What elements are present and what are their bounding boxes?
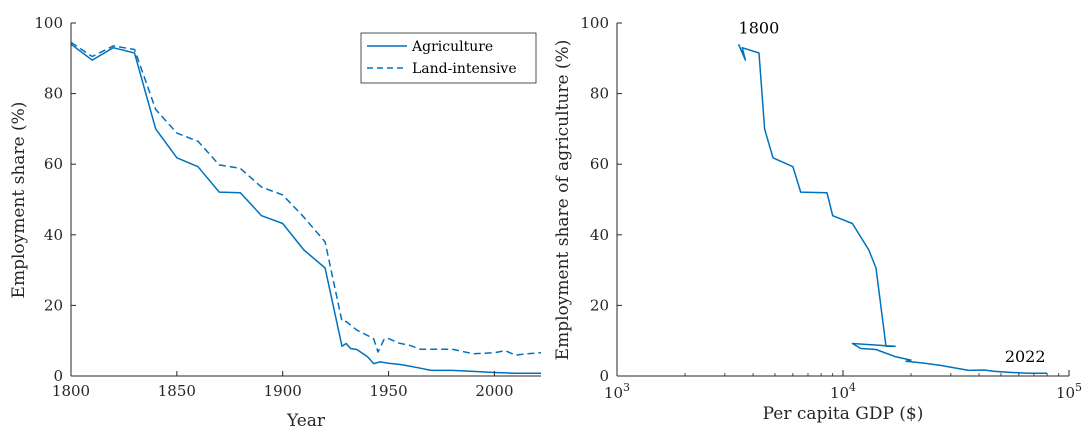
left-x-tick-label: 1800 [52,382,90,400]
annotation-year-2022: 2022 [1005,347,1046,366]
series-line-land-intensive [70,41,542,356]
right-y-tick-label: 80 [590,85,609,103]
series-line-agriculture-vs-gdp [737,43,1048,374]
legend-box [360,32,537,84]
left-series-group [70,41,542,374]
right-y-tick-label: 60 [590,155,609,173]
right-plot-area [617,23,1069,376]
annotation-year-1800: 1800 [739,19,780,38]
left-x-tick-label: 2000 [475,382,513,400]
left-y-axis-label: Employment share (%) [9,102,29,299]
right-y-tick-label: 100 [580,14,609,32]
left-x-ticks: 1800 1850 1900 1950 2000 [52,371,514,400]
right-y-tick-label: 20 [590,296,609,314]
left-y-ticks: 0 20 40 60 80 100 [34,14,76,385]
left-legend: Agriculture Land-intensive [360,32,537,84]
left-y-tick-label: 60 [44,155,63,173]
right-annotations: 1800 2022 [739,19,1046,366]
left-y-tick-label: 40 [44,226,63,244]
legend-agriculture-label: Agriculture [411,39,493,55]
left-x-tick-label: 1850 [158,382,196,400]
right-x-tick-label: 105 [1056,381,1082,402]
right-x-axis-label: Per capita GDP ($) [763,404,924,424]
left-y-tick-label: 0 [53,367,63,385]
chart-left: 1800 1850 1900 1950 2000 0 20 40 60 80 100 Year E… [9,14,542,429]
left-x-axis-label: Year [286,411,326,429]
left-y-tick-label: 20 [44,296,63,314]
legend-land-intensive-label: Land-intensive [412,61,517,77]
left-y-tick-label: 80 [44,85,63,103]
left-x-tick-label: 1900 [264,382,302,400]
right-y-tick-label: 0 [599,367,609,385]
series-line-agriculture [70,43,541,374]
right-y-ticks: 0 20 40 60 80 100 [580,14,622,385]
right-x-tick-label: 104 [830,381,856,402]
left-y-tick-label: 100 [34,14,63,32]
left-x-tick-label: 1950 [369,382,407,400]
right-y-axis-label: Employment share of agriculture (%) [553,40,573,361]
right-y-tick-label: 40 [590,226,609,244]
right-series-group [737,43,1048,374]
